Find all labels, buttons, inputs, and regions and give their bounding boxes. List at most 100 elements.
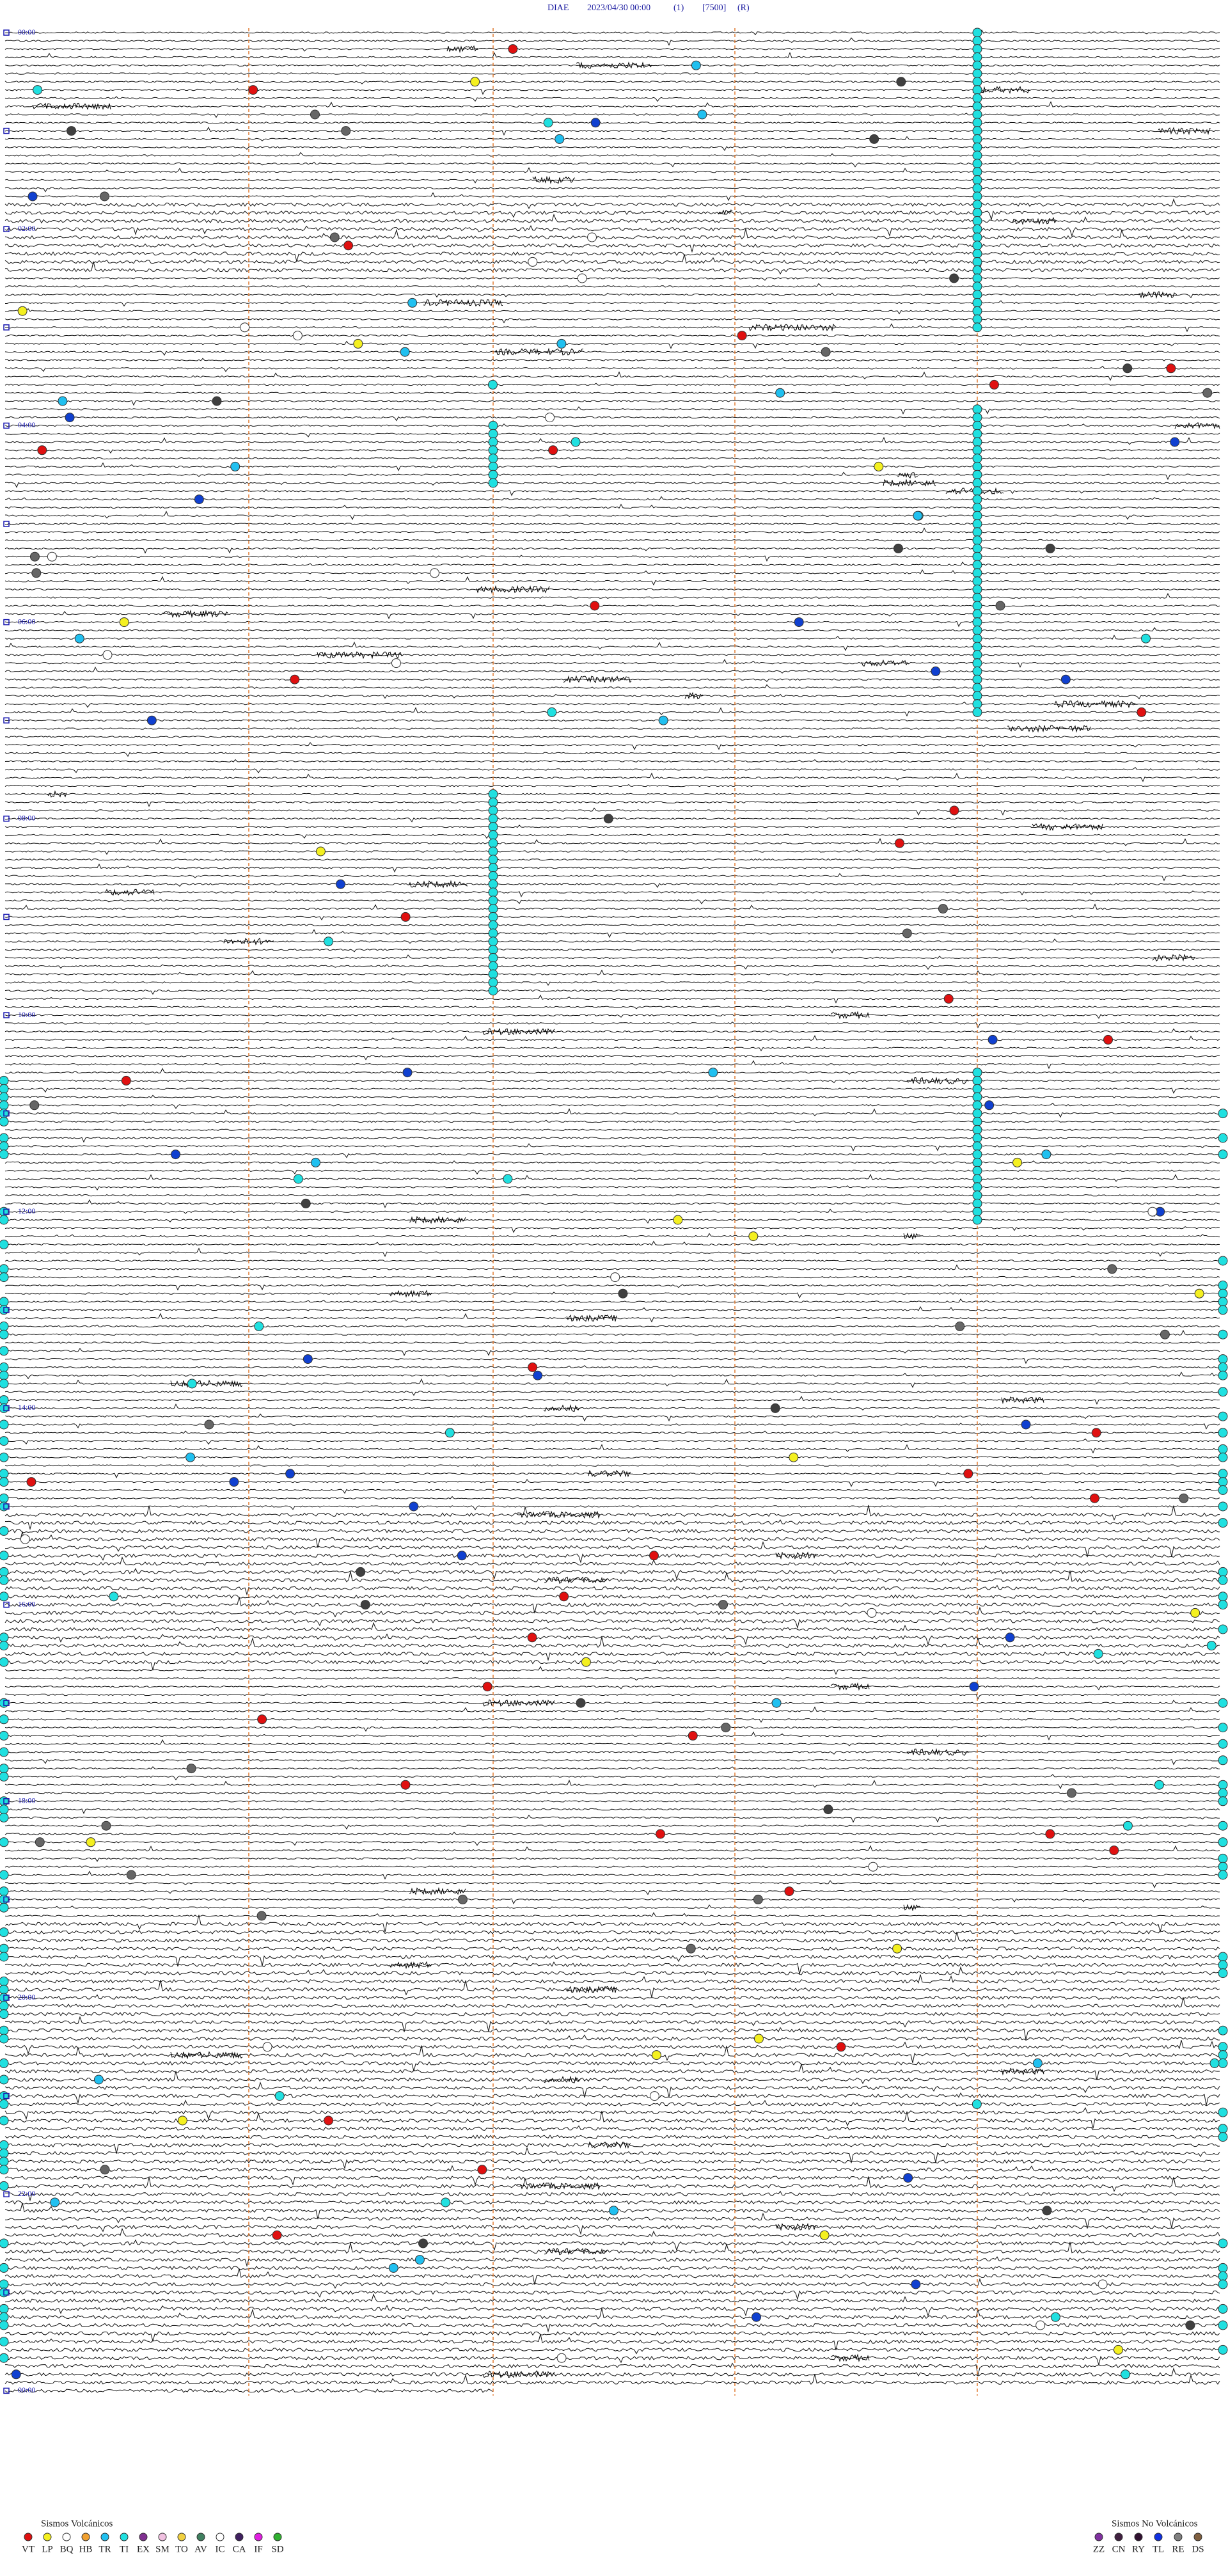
trace	[4, 334, 1220, 337]
trace-burst	[588, 1469, 631, 1478]
event-marker	[972, 118, 982, 128]
trace	[4, 1824, 1220, 1830]
event-markers	[0, 28, 1228, 2380]
event-marker	[972, 519, 982, 529]
scale: [7500]	[702, 3, 726, 13]
trace	[4, 80, 1220, 84]
trace	[4, 801, 1220, 807]
trace	[4, 251, 1220, 263]
event-marker	[748, 1231, 759, 1242]
event-marker	[913, 510, 923, 521]
event-marker	[488, 789, 498, 799]
event-marker	[488, 797, 498, 807]
trace	[4, 2265, 1220, 2270]
event-marker	[0, 1469, 9, 1479]
event-marker	[1218, 1861, 1228, 1872]
trace	[4, 1700, 1220, 1704]
event-marker	[1137, 707, 1147, 717]
trace	[4, 2268, 1220, 2285]
legend-dot	[1134, 2533, 1143, 2541]
event-marker	[186, 1764, 196, 1774]
trace	[4, 1841, 1220, 1846]
event-marker	[0, 1436, 9, 1446]
event-marker	[1218, 2344, 1228, 2355]
event-marker	[972, 429, 982, 439]
event-marker	[194, 494, 204, 505]
event-marker	[1218, 1960, 1228, 1970]
event-marker	[488, 830, 498, 840]
event-marker	[972, 36, 982, 46]
event-marker	[972, 224, 982, 234]
trace-burst	[170, 2051, 243, 2060]
trace	[4, 547, 1220, 554]
event-marker	[972, 159, 982, 169]
event-marker	[1218, 1624, 1228, 1634]
trace-burst	[1054, 700, 1138, 709]
trace	[4, 1185, 1220, 1191]
legend-code: DS	[1192, 2544, 1204, 2554]
trace	[4, 277, 1220, 281]
event-marker	[109, 1592, 119, 1602]
event-marker	[1218, 1788, 1228, 1798]
trace	[4, 864, 1220, 873]
trace	[4, 340, 1220, 349]
trace	[4, 2125, 1220, 2131]
event-marker	[1218, 1501, 1228, 1512]
trace	[4, 489, 1220, 496]
event-marker	[26, 1477, 36, 1487]
trace	[4, 1292, 1220, 1299]
trace	[4, 1505, 1220, 1521]
trace	[4, 1153, 1220, 1158]
event-marker	[972, 1190, 982, 1201]
event-marker	[31, 568, 42, 578]
event-marker	[892, 1943, 902, 1954]
event-marker	[972, 44, 982, 54]
trace-burst	[748, 323, 837, 332]
event-marker	[1190, 1608, 1200, 1618]
event-marker	[0, 1943, 9, 1954]
trace-burst	[423, 299, 503, 307]
trace	[4, 873, 1220, 881]
trace	[4, 225, 1220, 237]
legend: VT LP BQ HB TR TI EX SM TO AV IC CA IF SD ZZ CN RY TL RE DS	[22, 2533, 1204, 2554]
event-marker	[488, 977, 498, 988]
event-marker	[1218, 1133, 1228, 1143]
event-marker	[969, 1682, 979, 1692]
event-marker	[1122, 1821, 1133, 1831]
trace	[4, 318, 1220, 324]
event-marker	[903, 2173, 913, 2183]
trace	[4, 2323, 1220, 2333]
event-marker	[989, 379, 999, 390]
trace-burst	[494, 347, 584, 356]
trace	[4, 2224, 1220, 2235]
legend-dot	[177, 2533, 186, 2541]
event-marker	[67, 126, 77, 136]
event-marker	[100, 191, 110, 201]
event-marker	[972, 52, 982, 62]
trace-burst	[897, 472, 918, 479]
event-marker	[931, 666, 941, 676]
event-marker	[0, 2140, 9, 2150]
event-marker	[753, 2034, 764, 2044]
event-marker	[1218, 1329, 1228, 1339]
trace	[4, 1912, 1220, 1917]
trace	[4, 1751, 1220, 1755]
event-marker	[972, 470, 982, 480]
trace	[4, 849, 1220, 855]
event-marker	[29, 1100, 40, 1110]
event-marker	[0, 1075, 9, 1086]
trace-burst	[576, 61, 652, 69]
trace-burst	[1158, 127, 1211, 136]
event-marker	[1218, 2238, 1228, 2248]
event-marker	[292, 331, 303, 341]
legend-dot	[81, 2533, 90, 2541]
trace	[4, 101, 1220, 107]
event-marker	[35, 1837, 45, 1847]
trace	[4, 1966, 1220, 1976]
trace	[4, 1329, 1220, 1336]
trace	[4, 1931, 1220, 1943]
trace	[4, 1636, 1220, 1648]
event-marker	[341, 126, 351, 136]
trace	[4, 88, 1220, 95]
trace-burst	[903, 1904, 921, 1911]
